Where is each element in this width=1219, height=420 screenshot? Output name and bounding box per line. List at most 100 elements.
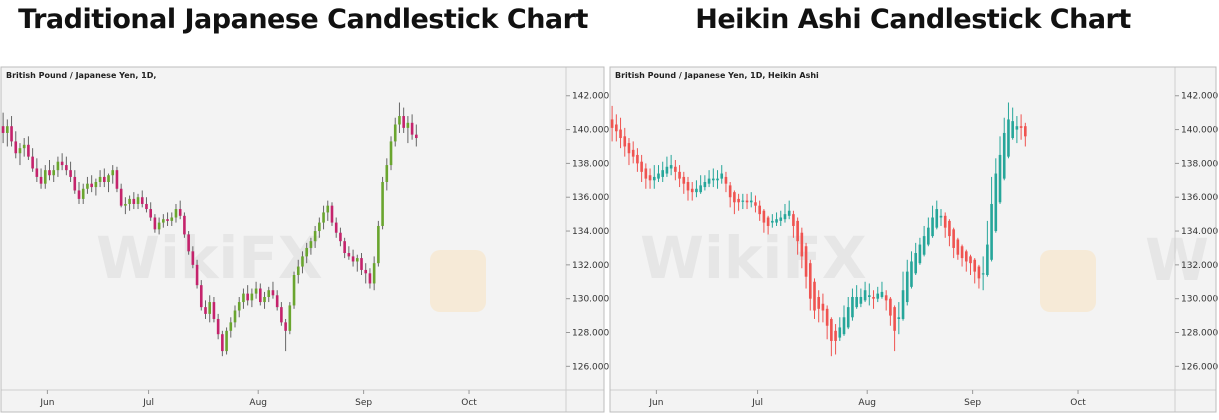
candle	[998, 136, 1002, 204]
candle-body	[998, 154, 1002, 203]
candle-body	[22, 144, 26, 149]
time-axis[interactable]: Jun Jul Aug Sep Oct	[39, 390, 477, 408]
price-axis[interactable]: 142.000 140.000 138.000 136.000 134.000 132.0…	[566, 92, 609, 373]
ytick-label: 134.000	[572, 227, 609, 237]
candle	[301, 251, 304, 274]
xtick-label: Oct	[461, 398, 477, 408]
time-axis[interactable]: Jun Jul Aug Sep Oct	[648, 390, 1086, 408]
candle-body	[351, 256, 355, 262]
candle-body	[128, 198, 131, 204]
candle-body	[956, 239, 960, 255]
candle-body	[918, 244, 922, 264]
ytick-label: 136.000	[572, 193, 609, 203]
candle	[711, 168, 715, 188]
candle-body	[707, 178, 711, 184]
candle	[136, 193, 140, 210]
candle	[610, 105, 614, 142]
candle-body	[914, 253, 917, 274]
candle	[406, 116, 410, 144]
candle	[149, 202, 152, 221]
candle-body	[183, 215, 186, 235]
candle	[661, 161, 665, 182]
candle-body	[880, 291, 884, 297]
candle-body	[779, 217, 783, 221]
candle-body	[859, 296, 863, 304]
candle	[195, 259, 199, 289]
candle	[31, 148, 34, 172]
candle	[703, 175, 707, 191]
candle	[964, 249, 968, 272]
candle-body	[893, 307, 896, 331]
candle	[1024, 122, 1027, 147]
candle-body	[884, 295, 888, 301]
candle-body	[796, 220, 799, 242]
candle-body	[792, 214, 795, 226]
candle	[410, 114, 414, 140]
watermark-logo-icon	[1040, 250, 1096, 312]
candle	[221, 330, 224, 357]
candle-body	[821, 303, 825, 311]
candle	[415, 124, 418, 147]
candle	[199, 280, 203, 311]
candle-body	[140, 197, 144, 204]
candle	[69, 161, 72, 182]
candle-body	[111, 170, 115, 176]
candle-body	[77, 190, 81, 199]
ytick-label: 132.000	[572, 261, 609, 271]
candle	[889, 296, 892, 326]
candle	[377, 220, 380, 267]
candle-body	[771, 220, 774, 223]
price-axis[interactable]: 142.000 140.000 138.000 136.000 134.000 132.0…	[1175, 92, 1218, 373]
candle	[111, 165, 115, 184]
candle	[956, 237, 960, 260]
xtick-label: Aug	[249, 398, 267, 408]
candle-body	[669, 165, 673, 169]
candle	[884, 290, 888, 311]
candle-body	[939, 215, 943, 218]
candle	[102, 168, 106, 188]
candle-body	[191, 251, 195, 265]
candle	[1007, 102, 1010, 159]
candle	[994, 158, 998, 233]
candle-body	[174, 209, 178, 218]
candle	[880, 281, 884, 299]
candle	[65, 156, 68, 176]
candle-body	[18, 148, 22, 154]
candle	[124, 197, 127, 215]
candle	[1002, 117, 1006, 181]
candle-body	[610, 119, 614, 128]
candle-body	[119, 188, 123, 206]
candle	[296, 259, 300, 284]
candle-body	[690, 188, 694, 193]
candle	[652, 165, 656, 189]
candle-body	[415, 134, 418, 139]
candle-body	[838, 327, 842, 338]
candle	[787, 200, 791, 220]
candle-body	[166, 219, 169, 221]
candle-body	[682, 176, 686, 184]
candle	[897, 302, 901, 335]
candle-body	[199, 285, 203, 308]
candle-body	[749, 200, 753, 203]
candle-body	[406, 122, 410, 128]
candle	[771, 214, 774, 228]
candle	[733, 190, 736, 215]
candle-body	[31, 156, 34, 169]
candle	[986, 220, 989, 277]
candle-body	[35, 168, 39, 177]
candle	[389, 136, 393, 171]
candle	[212, 296, 216, 323]
candle	[1015, 116, 1019, 144]
xtick-label: Aug	[858, 398, 876, 408]
candle	[128, 195, 131, 211]
candle	[758, 200, 761, 221]
candle	[619, 117, 622, 149]
candle	[927, 217, 930, 247]
candle	[246, 285, 249, 306]
candle-body	[863, 290, 867, 301]
candle	[318, 217, 321, 238]
candle	[821, 293, 825, 323]
candle	[813, 278, 816, 319]
candle	[60, 153, 64, 171]
